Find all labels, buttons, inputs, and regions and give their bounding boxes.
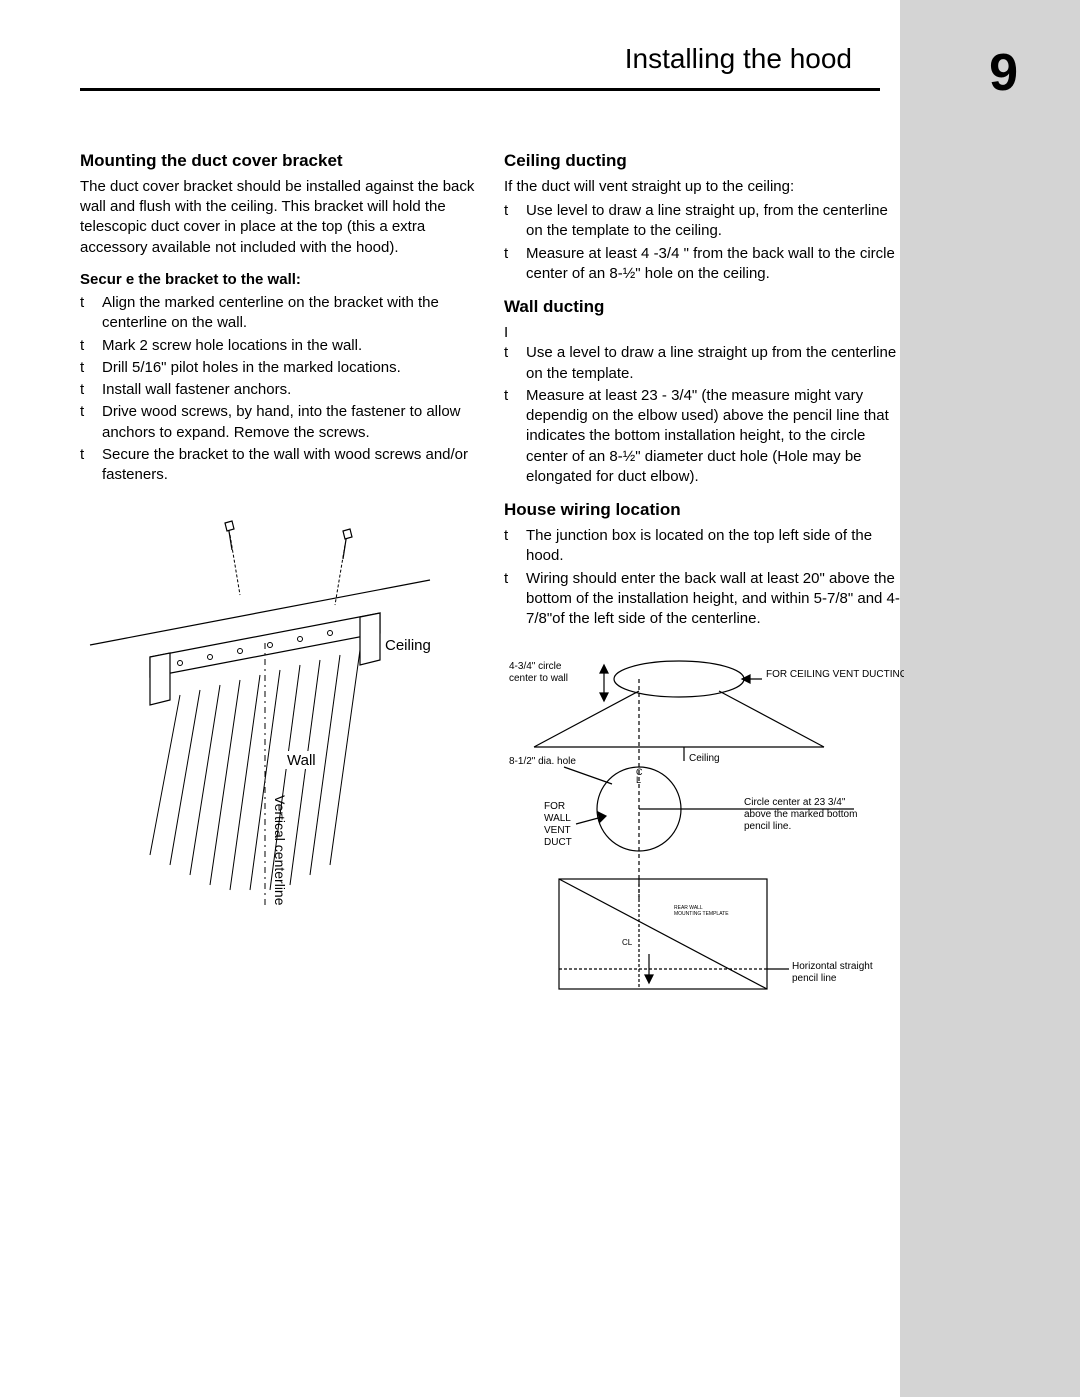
wall-list: Use a level to draw a line straight up f… (504, 343, 900, 487)
svg-text:L: L (636, 775, 641, 785)
ducting-diagram-svg: 4-3/4" circle center to wall FOR CEILING… (504, 649, 904, 1009)
bracket-diagram: Ceiling Wall Wall Vertical centerline (80, 515, 476, 921)
svg-text:VENT: VENT (544, 825, 571, 836)
wall-pre: I (504, 323, 900, 343)
list-item: Use level to draw a line straight up, fr… (504, 201, 900, 242)
d2-label-cl2: CL (622, 938, 633, 947)
house-list: The junction box is located on the top l… (504, 526, 900, 629)
d2-label-ceiling: Ceiling (689, 753, 720, 764)
d2-label-ceiling-vent: FOR CEILING VENT DUCTING (766, 669, 904, 680)
mounting-intro: The duct cover bracket should be install… (80, 177, 476, 258)
gray-strip (900, 0, 1080, 1397)
content-area: Mounting the duct cover bracket The duct… (80, 150, 900, 1014)
heading-secure: Secur e the bracket to the wall: (80, 270, 476, 290)
bracket-diagram-svg: Ceiling Wall Wall Vertical centerline (80, 515, 440, 915)
svg-text:pencil line: pencil line (792, 973, 837, 984)
svg-text:Wall: Wall (287, 752, 316, 769)
list-item: Wiring should enter the back wall at lea… (504, 569, 900, 630)
page-header: Installing the hood (80, 40, 880, 91)
list-item: Mark 2 screw hole locations in the wall. (80, 336, 476, 356)
right-column: Ceiling ducting If the duct will vent st… (504, 150, 900, 1014)
left-column: Mounting the duct cover bracket The duct… (80, 150, 476, 1014)
ducting-diagram: 4-3/4" circle center to wall FOR CEILING… (504, 649, 900, 1014)
list-item: Drill 5/16" pilot holes in the marked lo… (80, 358, 476, 378)
heading-mounting: Mounting the duct cover bracket (80, 150, 476, 173)
svg-text:above the marked bottom: above the marked bottom (744, 809, 857, 820)
heading-wall-ducting: Wall ducting (504, 296, 900, 319)
list-item: Align the marked centerline on the brack… (80, 293, 476, 334)
list-item: The junction box is located on the top l… (504, 526, 900, 567)
list-item: Install wall fastener anchors. (80, 380, 476, 400)
diagram1-label-centerline: Vertical centerline (272, 795, 288, 906)
d2-label-circle-center1: Circle center at 23 3/4" (744, 797, 846, 808)
heading-ceiling-ducting: Ceiling ducting (504, 150, 900, 173)
list-item: Measure at least 4 -3/4 " from the back … (504, 244, 900, 285)
secure-list: Align the marked centerline on the brack… (80, 293, 476, 485)
ceiling-intro: If the duct will vent straight up to the… (504, 177, 900, 197)
list-item: Drive wood screws, by hand, into the fas… (80, 402, 476, 443)
page-title: Installing the hood (625, 40, 852, 78)
svg-text:DUCT: DUCT (544, 837, 572, 848)
svg-text:MOUNTING TEMPLATE: MOUNTING TEMPLATE (674, 911, 729, 917)
d2-label-horiz1: Horizontal straight (792, 961, 873, 972)
svg-text:center to wall: center to wall (509, 673, 568, 684)
list-item: Secure the bracket to the wall with wood… (80, 445, 476, 486)
d2-label-dia: 8-1/2" dia. hole (509, 756, 576, 767)
diagram1-label-ceiling: Ceiling (385, 637, 431, 654)
d2-label-wall-vent1: FOR (544, 801, 565, 812)
ceiling-list: Use level to draw a line straight up, fr… (504, 201, 900, 284)
heading-house-wiring: House wiring location (504, 499, 900, 522)
svg-text:pencil line.: pencil line. (744, 821, 791, 832)
d2-label-circle-wall: 4-3/4" circle (509, 661, 562, 672)
list-item: Measure at least 23 - 3/4" (the measure … (504, 386, 900, 487)
svg-text:WALL: WALL (544, 813, 571, 824)
page-number: 9 (989, 38, 1018, 108)
list-item: Use a level to draw a line straight up f… (504, 343, 900, 384)
